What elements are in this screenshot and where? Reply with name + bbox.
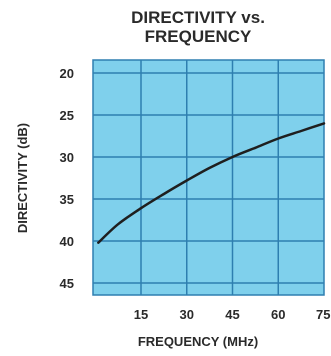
chart-title-line-1: DIRECTIVITY vs. (131, 8, 265, 27)
y-tick-label-1: 25 (60, 108, 74, 123)
y-tick-label-2: 30 (60, 150, 74, 165)
chart-title-line-2: FREQUENCY (145, 27, 252, 46)
x-tick-labels: 15 30 45 60 75 (134, 307, 331, 322)
x-tick-label-4: 75 (316, 307, 330, 322)
y-tick-labels: 20 25 30 35 40 45 (60, 66, 74, 291)
y-tick-label-3: 35 (60, 192, 74, 207)
series-line (97, 122, 326, 244)
x-tick-label-3: 60 (271, 307, 285, 322)
x-tick-label-0: 15 (134, 307, 148, 322)
plot-area (92, 59, 325, 296)
y-tick-label-0: 20 (60, 66, 74, 81)
x-tick-label-1: 30 (180, 307, 194, 322)
x-axis-label: FREQUENCY (MHz) (138, 334, 258, 349)
y-axis-label: DIRECTIVITY (dB) (15, 123, 30, 233)
y-tick-label-4: 40 (60, 234, 74, 249)
x-tick-label-2: 45 (225, 307, 239, 322)
y-tick-label-5: 45 (60, 276, 74, 291)
grid (93, 60, 324, 295)
